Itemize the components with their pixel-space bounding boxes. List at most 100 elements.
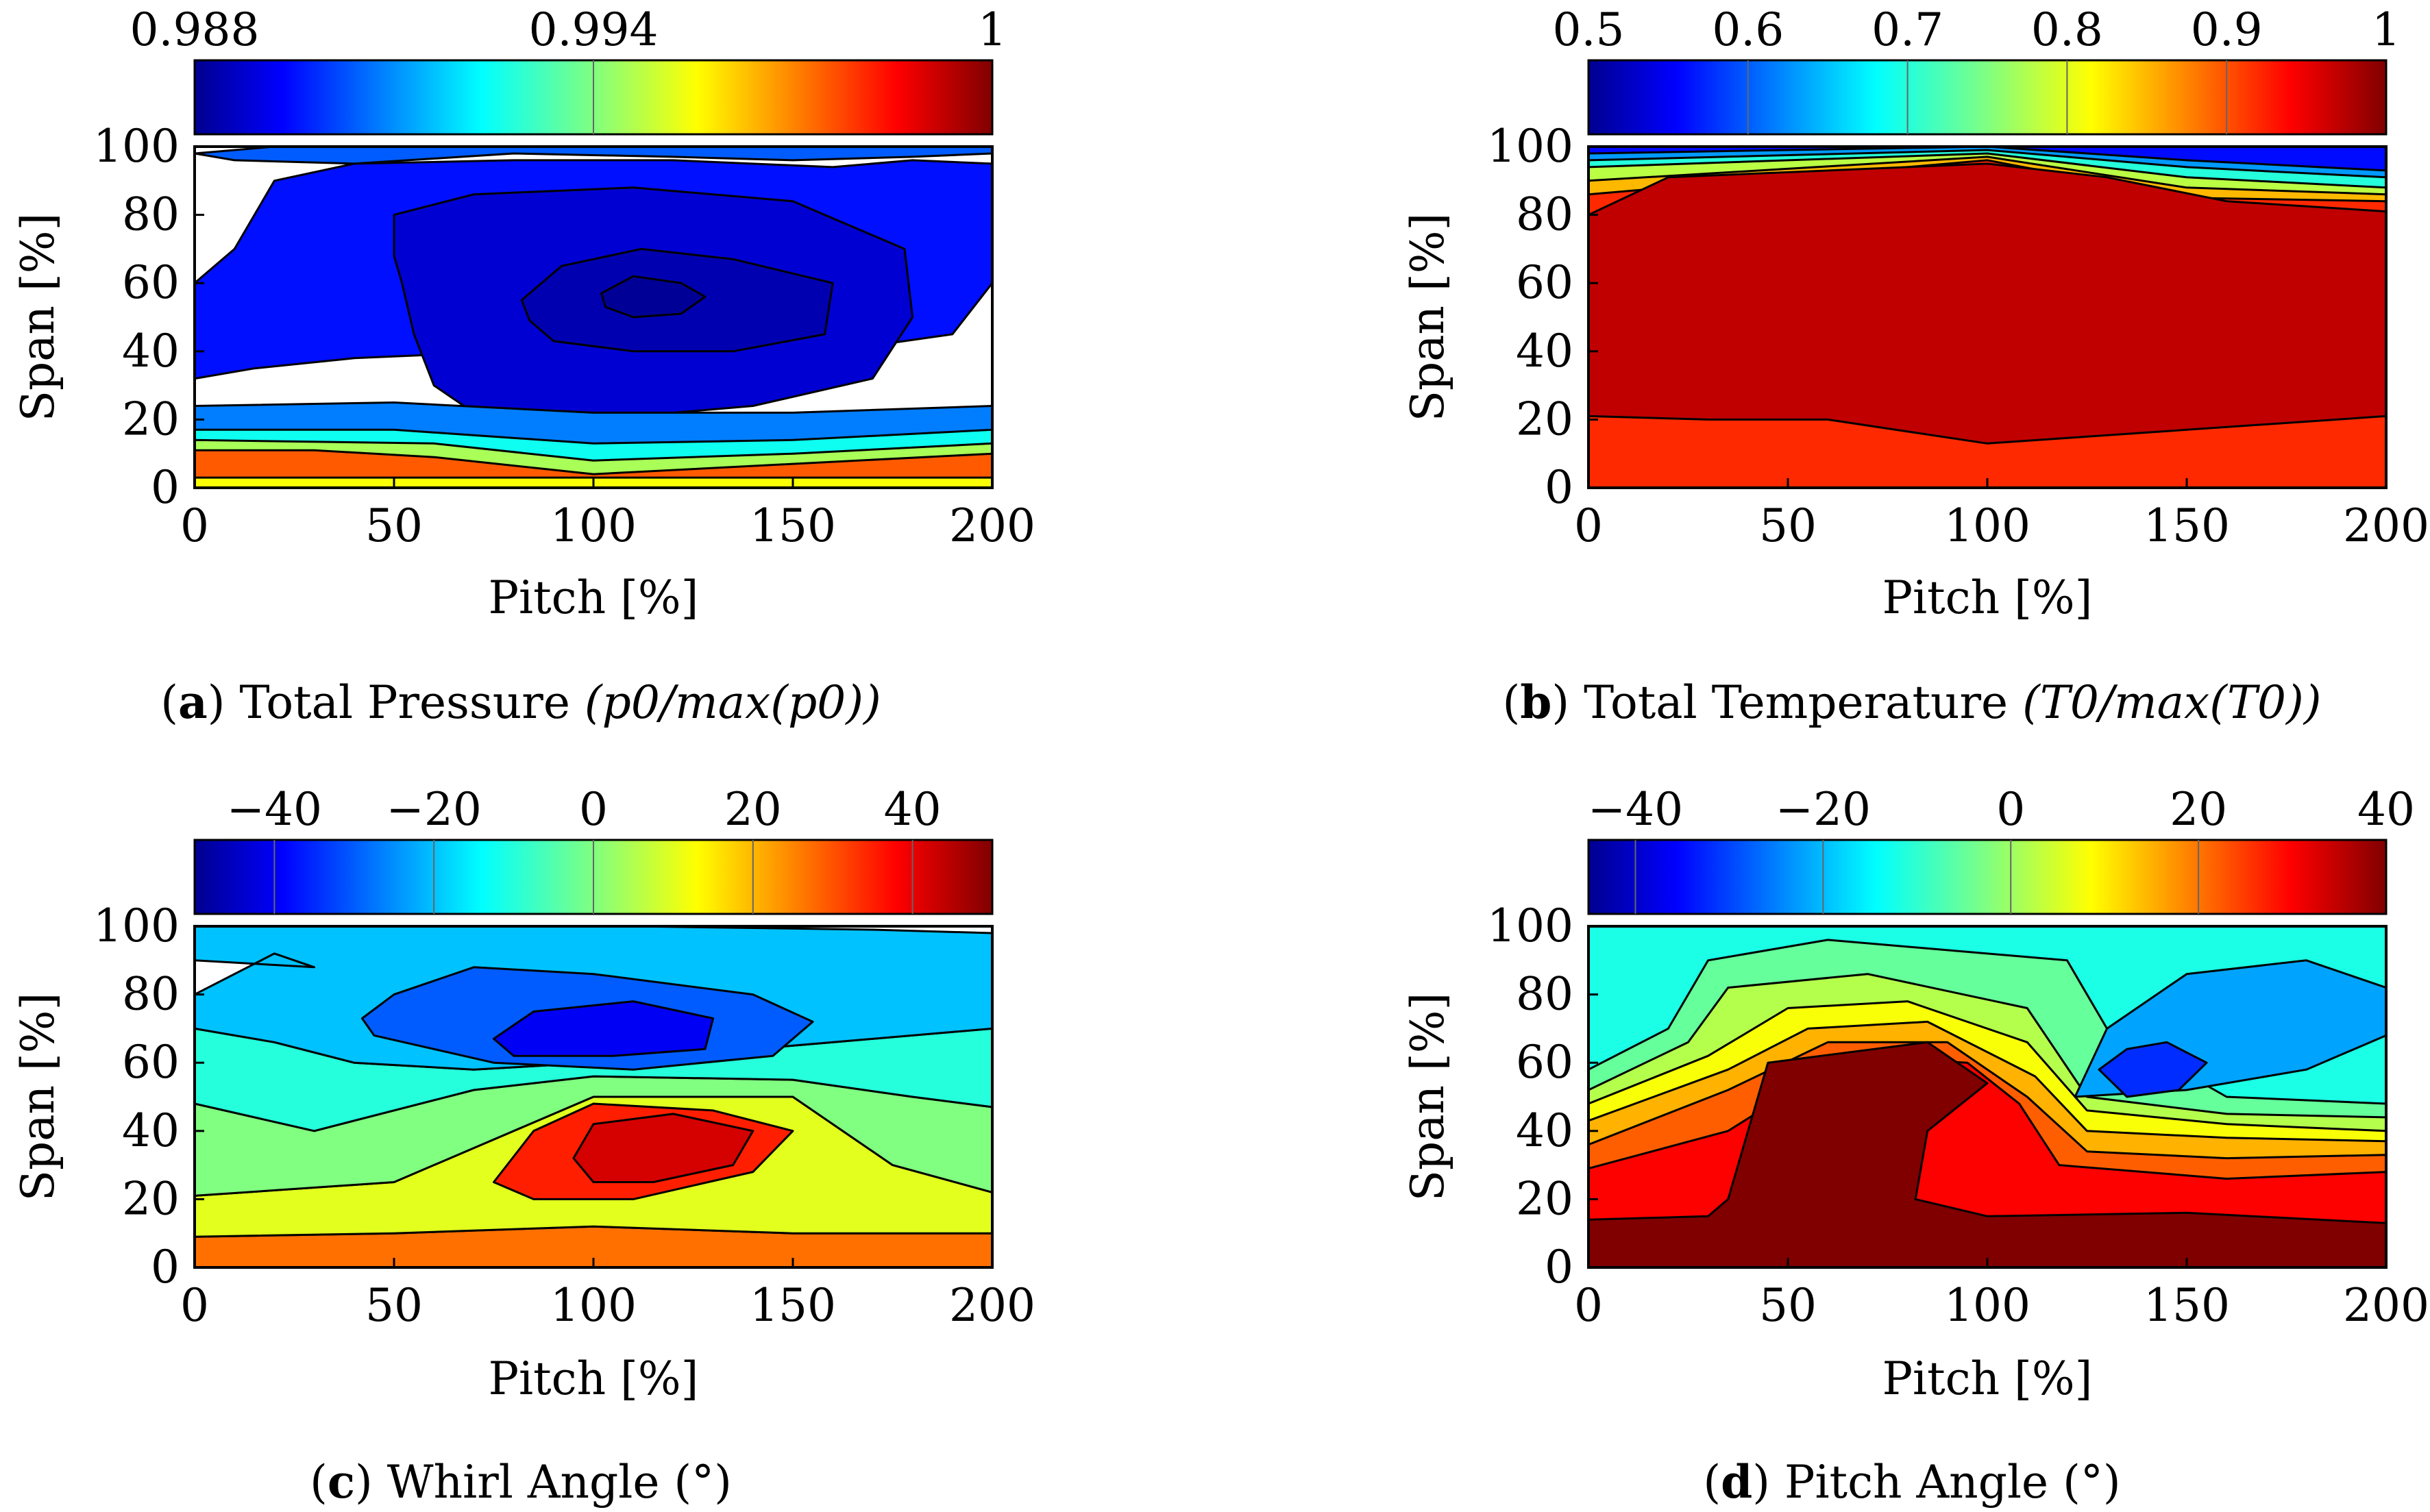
- colorbar-ticks-d: −40 −20 0 20 40: [1588, 783, 2415, 914]
- x-tick-label: 150: [750, 499, 836, 552]
- caption-text-a: Total Pressure: [239, 676, 569, 729]
- y-ticks-c: 0 20 40 60 80 100: [93, 900, 204, 1293]
- y-tick-label: 40: [122, 1104, 180, 1157]
- caption-formula-d: (°): [2063, 1456, 2121, 1509]
- x-tick-label: 150: [2144, 1279, 2230, 1332]
- y-tick-label: 0: [1545, 1241, 1573, 1293]
- x-ticks-c: 0 50 100 150 200: [180, 1258, 1035, 1332]
- panel-d: −40 −20 0 20 40 0 50 100 150 200 0 20 40 60 80 100 Pi…: [1401, 783, 2429, 1509]
- colorbar-tick-label: 0.8: [2031, 3, 2103, 56]
- caption-text-b: Total Temperature: [1584, 676, 2008, 729]
- contour-level-c-5: [572, 1113, 754, 1183]
- x-axis-label-b: Pitch [%]: [1882, 571, 2093, 624]
- caption-formula-a: (p0/max(p0)): [585, 676, 881, 729]
- colorbar-tick-label: 0.988: [130, 3, 260, 56]
- colorbar-ticks-a: 0.988 0.994 1: [130, 3, 1007, 134]
- x-tick-label: 150: [750, 1279, 836, 1332]
- colorbar-tick-label: −20: [386, 783, 482, 836]
- y-ticks-b: 0 20 40 60 80 100: [1487, 120, 1598, 514]
- colorbar-tick-label: 0.5: [1553, 3, 1625, 56]
- y-axis-label-b: Span [%]: [1401, 213, 1454, 422]
- colorbar-tick-label: 1: [2372, 3, 2401, 56]
- y-tick-label: 0: [151, 1241, 180, 1293]
- caption-d: (d) Pitch Angle (°): [1703, 1455, 2120, 1509]
- contour-level-b-6: [1588, 162, 2386, 445]
- colorbar-tick-label: −40: [227, 783, 322, 836]
- y-tick-label: 80: [1516, 188, 1573, 241]
- y-tick-label: 40: [122, 325, 180, 377]
- y-tick-label: 60: [122, 1036, 180, 1089]
- y-tick-label: 100: [93, 120, 180, 173]
- x-tick-label: 200: [2343, 499, 2429, 552]
- caption-letter-b: b: [1520, 676, 1551, 729]
- x-tick-label: 0: [1574, 1279, 1603, 1332]
- x-tick-label: 50: [1759, 1279, 1817, 1332]
- caption-formula-c: (°): [674, 1456, 732, 1509]
- x-axis-label-c: Pitch [%]: [489, 1352, 699, 1405]
- contour-level-d-9: [2098, 1041, 2208, 1098]
- contour-level-a-0: [195, 147, 992, 165]
- x-tick-label: 100: [1944, 1279, 2030, 1332]
- panel-b: 0.5 0.6 0.7 0.8 0.9 1 0 50 100 150 200 0 20 40 60 80 1…: [1401, 3, 2429, 729]
- y-tick-label: 20: [1516, 1172, 1573, 1225]
- x-tick-label: 0: [180, 499, 209, 552]
- contour-level-a-4: [600, 275, 707, 319]
- colorbar-tick-label: 40: [884, 783, 942, 836]
- x-tick-label: 200: [2343, 1279, 2429, 1332]
- x-ticks-a: 0 50 100 150 200: [180, 478, 1035, 552]
- colorbar-tick-label: 40: [2357, 783, 2415, 836]
- colorbar-tick-label: 20: [2170, 783, 2227, 836]
- x-tick-label: 100: [550, 499, 637, 552]
- caption-letter-d: d: [1721, 1455, 1752, 1509]
- y-tick-label: 80: [122, 968, 180, 1021]
- y-tick-label: 100: [93, 900, 180, 952]
- colorbar-tick-label: 0: [1996, 783, 2025, 836]
- y-tick-label: 60: [1516, 1036, 1573, 1089]
- x-axis-label-a: Pitch [%]: [489, 571, 699, 624]
- colorbar-tick-label: −20: [1776, 783, 1871, 836]
- x-ticks-d: 0 50 100 150 200: [1574, 1258, 2429, 1332]
- x-tick-label: 200: [949, 499, 1035, 552]
- y-tick-label: 60: [1516, 256, 1573, 309]
- x-tick-label: 150: [2144, 499, 2230, 552]
- contour-level-d-7: [1588, 1041, 2386, 1267]
- colorbar-ticks-c: −40 −20 0 20 40: [227, 783, 942, 914]
- colorbar-d: [1587, 839, 2388, 915]
- colorbar-tick-label: 0.9: [2191, 3, 2263, 56]
- colorbar-tick-label: 1: [978, 3, 1007, 56]
- y-tick-label: 100: [1487, 120, 1573, 173]
- y-axis-label-c: Span [%]: [12, 993, 64, 1202]
- colorbar-tick-label: 0.7: [1871, 3, 1943, 56]
- y-axis-label-d: Span [%]: [1401, 993, 1454, 1202]
- caption-letter-c: c: [328, 1455, 355, 1509]
- colorbar-tick-label: −40: [1588, 783, 1683, 836]
- y-tick-label: 60: [122, 256, 180, 309]
- contours-d: [1588, 926, 2386, 1267]
- x-axis-label-d: Pitch [%]: [1882, 1352, 2093, 1405]
- x-tick-label: 50: [365, 499, 423, 552]
- caption-text-c: Whirl Angle: [387, 1456, 660, 1509]
- caption-c: (c) Whirl Angle (°): [310, 1455, 732, 1509]
- contours-a: [195, 147, 992, 488]
- x-tick-label: 0: [180, 1279, 209, 1332]
- y-tick-label: 80: [1516, 968, 1573, 1021]
- x-tick-label: 100: [550, 1279, 637, 1332]
- y-ticks-a: 0 20 40 60 80 100: [93, 120, 204, 514]
- colorbar-tick-label: 0.994: [529, 3, 659, 56]
- y-tick-label: 0: [1545, 461, 1573, 514]
- y-tick-label: 40: [1516, 325, 1573, 377]
- y-axis-label-a: Span [%]: [12, 213, 64, 422]
- x-tick-label: 200: [949, 1279, 1035, 1332]
- contours-b: [1588, 147, 2386, 488]
- y-tick-label: 80: [122, 188, 180, 241]
- caption-b: (b) Total Temperature (T0/max(T0)): [1502, 676, 2321, 729]
- x-ticks-b: 0 50 100 150 200: [1574, 478, 2429, 552]
- colorbar-tick-label: 0: [579, 783, 608, 836]
- colorbar-ticks-b: 0.5 0.6 0.7 0.8 0.9 1: [1553, 3, 2401, 134]
- x-tick-label: 50: [1759, 499, 1817, 552]
- colorbar-tick-label: 20: [724, 783, 782, 836]
- x-tick-label: 100: [1944, 499, 2030, 552]
- y-tick-label: 100: [1487, 900, 1573, 952]
- colorbar-tick-label: 0.6: [1712, 3, 1784, 56]
